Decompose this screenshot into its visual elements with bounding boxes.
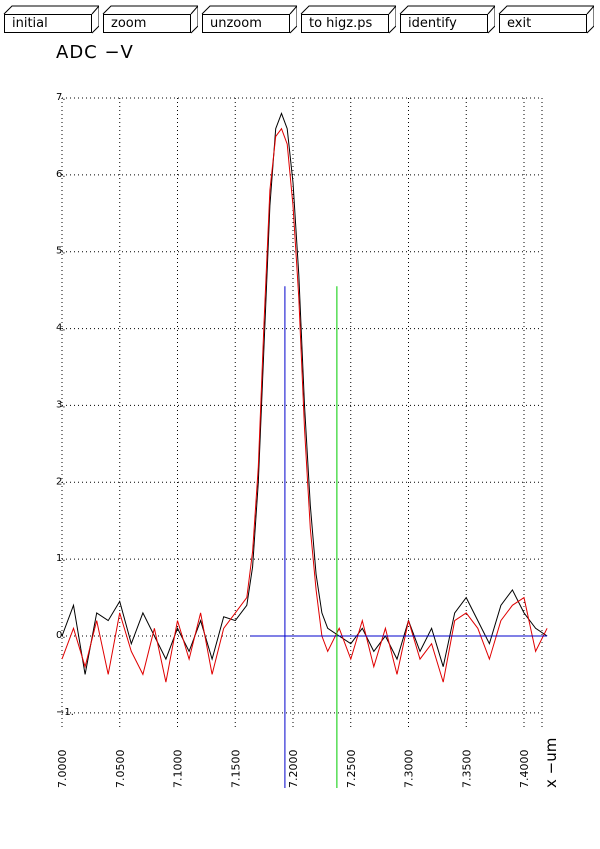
exit-button[interactable]: exit — [497, 4, 594, 34]
y-tick-label: −1. — [56, 707, 74, 718]
y-tick-label: 6. — [56, 169, 66, 180]
button-frame-icon — [3, 5, 99, 34]
button-frame-icon — [300, 5, 396, 34]
x-tick-label: 7.3000 — [403, 750, 416, 789]
initial-label: initial — [12, 16, 48, 31]
x-tick-label: 7.1000 — [172, 750, 185, 789]
button-frame-icon — [498, 5, 594, 34]
button-frame-icon — [102, 5, 198, 34]
button-face — [103, 14, 191, 33]
toolbar: initial zoom unzoom to higz.ps identify … — [0, 0, 600, 36]
zoom-button[interactable]: zoom — [101, 4, 198, 34]
series-line-red — [61, 127, 548, 683]
button-frame-icon — [201, 5, 297, 34]
y-tick-label: 0. — [56, 630, 66, 641]
y-tick-label: 3. — [56, 399, 66, 410]
y-tick-label: 4. — [56, 323, 66, 334]
button-face — [400, 14, 488, 33]
button-frame-icon — [399, 5, 495, 34]
unzoom-label: unzoom — [210, 16, 262, 31]
y-tick-label: 5. — [56, 246, 66, 257]
button-face — [202, 14, 290, 33]
x-tick-label: 7.1500 — [229, 750, 242, 789]
zoom-label: zoom — [111, 16, 147, 31]
y-axis-title: ADC −V — [56, 42, 134, 63]
identify-button[interactable]: identify — [398, 4, 495, 34]
x-tick-label: 7.0500 — [114, 750, 127, 789]
button-face — [301, 14, 389, 33]
button-face — [499, 14, 587, 33]
y-tick-label: 1. — [56, 553, 66, 564]
x-tick-label: 7.3500 — [460, 750, 473, 789]
to-higz-ps-label: to higz.ps — [309, 16, 373, 31]
button-face — [4, 14, 92, 33]
to-higz-ps-button[interactable]: to higz.ps — [299, 4, 396, 34]
identify-label: identify — [408, 16, 457, 31]
x-tick-label: 7.4000 — [518, 750, 531, 789]
exit-label: exit — [507, 16, 532, 31]
y-tick-label: 2. — [56, 476, 66, 487]
x-tick-label: 7.0000 — [56, 750, 69, 789]
series-line-black — [61, 111, 548, 675]
x-axis-title: x −um — [542, 738, 560, 788]
unzoom-button[interactable]: unzoom — [200, 4, 297, 34]
x-tick-label: 7.2000 — [287, 750, 300, 789]
y-tick-label: 7. — [56, 92, 66, 103]
x-tick-label: 7.2500 — [345, 750, 358, 789]
initial-button[interactable]: initial — [2, 4, 99, 34]
